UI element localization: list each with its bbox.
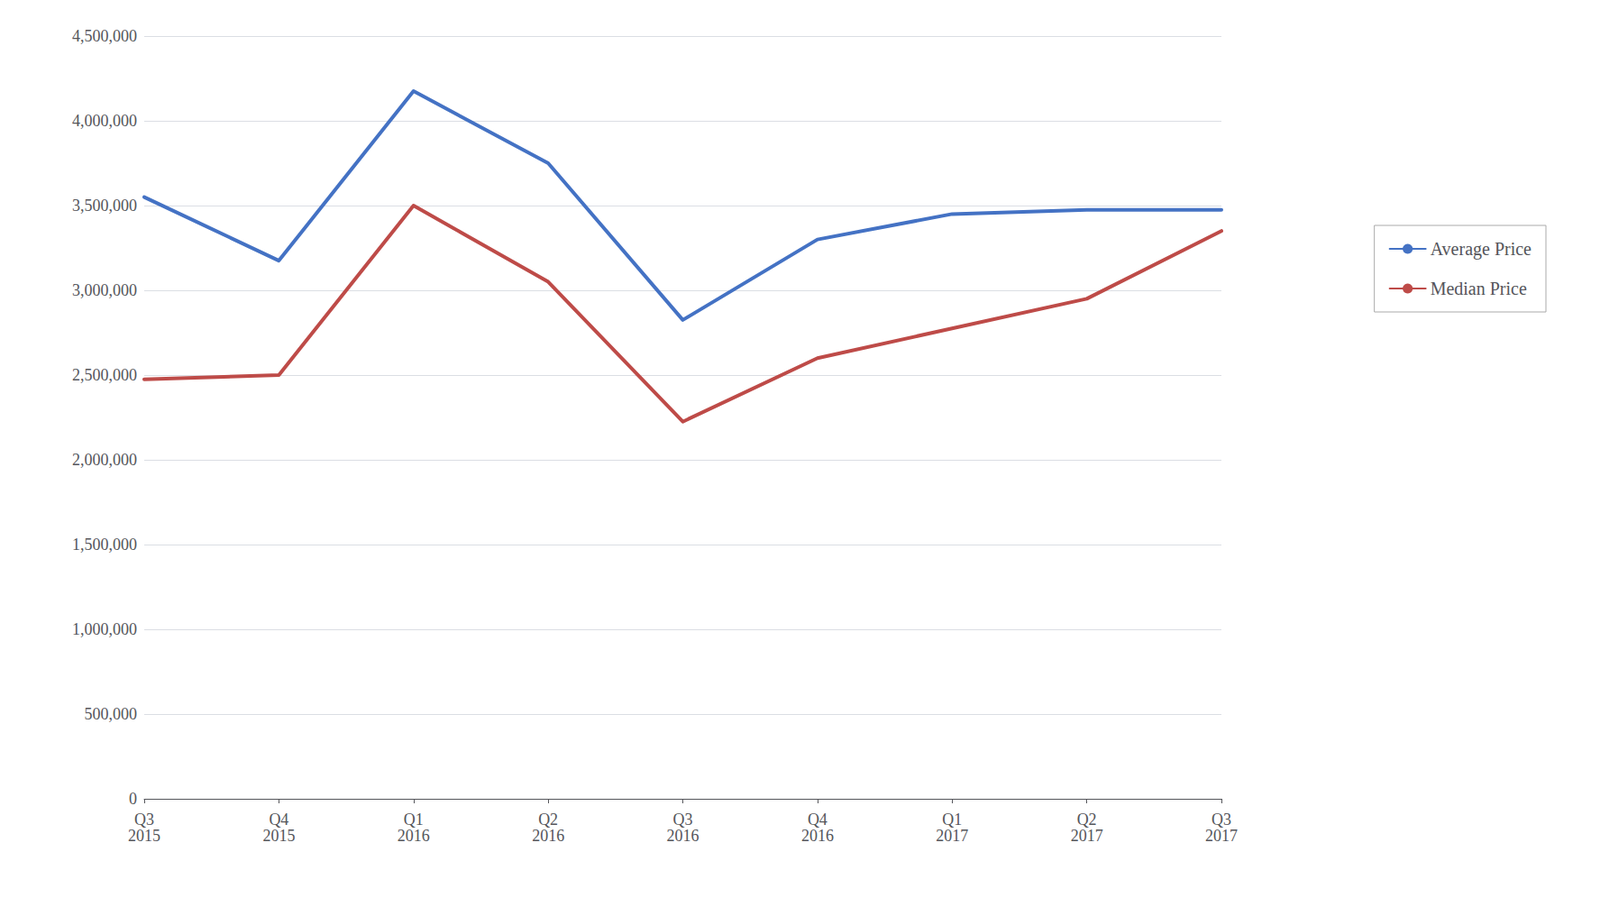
svg-text:Q3: Q3 xyxy=(673,810,694,829)
svg-text:Q4: Q4 xyxy=(807,810,828,829)
svg-text:2,500,000: 2,500,000 xyxy=(72,365,138,384)
svg-text:2015: 2015 xyxy=(262,826,295,845)
svg-text:2,000,000: 2,000,000 xyxy=(72,450,138,469)
svg-text:3,500,000: 3,500,000 xyxy=(72,196,138,215)
svg-text:500,000: 500,000 xyxy=(84,704,138,723)
svg-text:4,000,000: 4,000,000 xyxy=(72,111,138,130)
svg-text:3,000,000: 3,000,000 xyxy=(72,281,138,300)
svg-text:4,500,000: 4,500,000 xyxy=(72,27,138,46)
svg-text:Q2: Q2 xyxy=(538,810,558,829)
svg-text:2017: 2017 xyxy=(1070,826,1104,845)
svg-text:Q4: Q4 xyxy=(268,810,289,829)
svg-text:2015: 2015 xyxy=(128,826,161,845)
svg-text:1,000,000: 1,000,000 xyxy=(72,620,138,639)
svg-text:2016: 2016 xyxy=(801,826,834,845)
svg-text:Q1: Q1 xyxy=(403,810,424,829)
svg-text:Average Price: Average Price xyxy=(1430,238,1532,260)
svg-text:2016: 2016 xyxy=(397,826,430,845)
svg-text:2016: 2016 xyxy=(531,826,565,845)
svg-text:1,500,000: 1,500,000 xyxy=(72,535,138,554)
svg-text:2016: 2016 xyxy=(667,826,700,845)
svg-text:Q3: Q3 xyxy=(1211,810,1232,829)
svg-text:Q2: Q2 xyxy=(1077,810,1098,829)
svg-text:2017: 2017 xyxy=(1205,826,1238,845)
svg-text:Q1: Q1 xyxy=(941,810,962,829)
svg-text:Q3: Q3 xyxy=(134,810,155,829)
svg-text:Median Price: Median Price xyxy=(1430,278,1527,299)
svg-text:2017: 2017 xyxy=(935,826,969,845)
svg-text:0: 0 xyxy=(128,789,138,808)
